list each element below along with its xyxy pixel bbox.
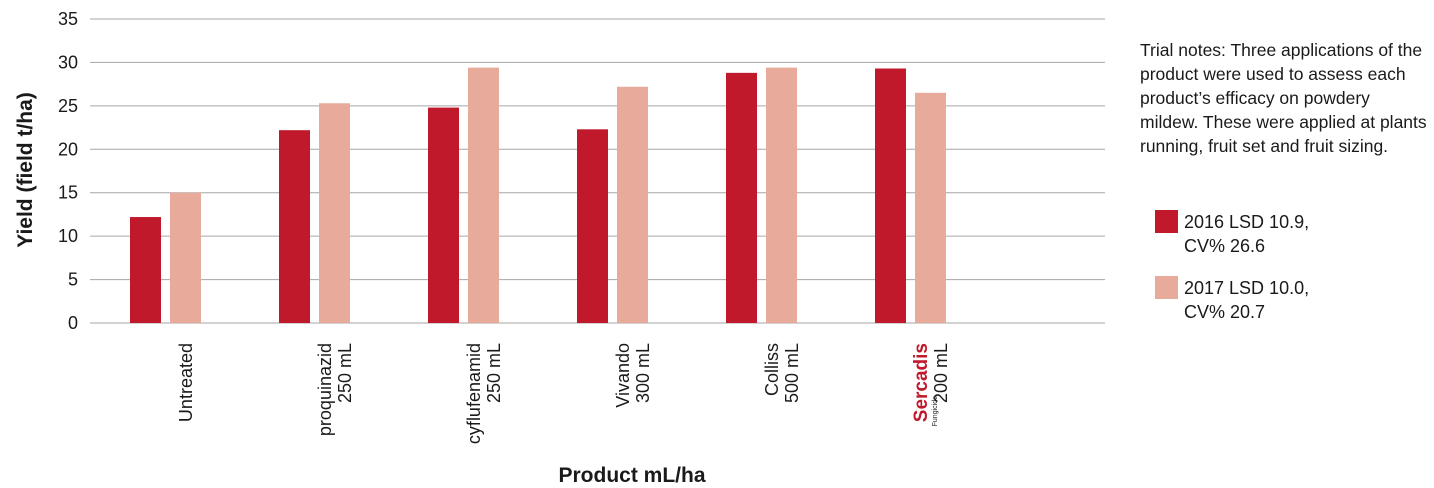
- x-axis-labels: Untreated proquinazid 250 mL cyflufenamid 25…: [176, 343, 951, 444]
- bars: [130, 67, 946, 324]
- y-tick-label: 35: [58, 9, 78, 29]
- x-axis-title: Product mL/ha: [558, 464, 705, 487]
- x-label-line1: proquinazid: [315, 343, 335, 436]
- legend-swatch-2017: [1155, 276, 1178, 299]
- bar-2016-1: [279, 130, 310, 323]
- bar-2016-5: [875, 68, 906, 323]
- legend-label-2017: 2017 LSD 10.0, CV% 20.7: [1184, 278, 1310, 322]
- bar-2016-2: [428, 107, 459, 323]
- x-label-line1: Colliss: [762, 343, 782, 396]
- legend-item-2016: 2016 LSD 10.9, CV% 26.6: [1155, 210, 1425, 258]
- y-tick-label: 20: [58, 139, 78, 159]
- bar-2017-5: [915, 92, 946, 323]
- x-label-brand: Sercadis: [911, 343, 932, 422]
- bar-2016-0: [130, 217, 161, 323]
- x-label-line2: 500 mL: [782, 343, 802, 403]
- x-label-line2: 200 mL: [931, 343, 951, 403]
- legend: 2016 LSD 10.9, CV% 26.6 2017 LSD 10.0, C…: [1155, 210, 1425, 342]
- y-axis-title: Yield (field t/ha): [14, 92, 37, 248]
- x-label-line2: 300 mL: [633, 343, 653, 403]
- x-label-line1: Vivando: [613, 343, 633, 408]
- bar-2017-3: [617, 86, 648, 324]
- x-label-line1: cyflufenamid: [464, 343, 484, 444]
- bar-2017-4: [766, 67, 797, 323]
- y-tick-label: 0: [68, 313, 78, 333]
- y-tick-label: 15: [58, 183, 78, 203]
- bar-2017-1: [319, 103, 350, 323]
- legend-swatch-2016: [1155, 210, 1178, 233]
- y-tick-label: 30: [58, 52, 78, 72]
- bar-2016-3: [577, 129, 608, 323]
- y-tick-label: 10: [58, 226, 78, 246]
- x-label-brand-sub: Fungicide: [932, 396, 939, 426]
- y-axis-ticks: 0 5 10 15 20 25 30 35: [58, 9, 78, 333]
- y-tick-label: 25: [58, 96, 78, 116]
- bar-2016-4: [726, 72, 757, 323]
- bar-2017-2: [468, 67, 499, 323]
- legend-item-2017: 2017 LSD 10.0, CV% 20.7: [1155, 276, 1425, 324]
- x-label-line1: Untreated: [176, 343, 196, 422]
- trial-notes: Trial notes: Three applications of the p…: [1140, 40, 1427, 156]
- bar-2017-0: [170, 192, 201, 323]
- x-label-line2: 250 mL: [484, 343, 504, 403]
- legend-label-2016: 2016 LSD 10.9, CV% 26.6: [1184, 212, 1310, 256]
- y-tick-label: 5: [68, 270, 78, 290]
- x-label-line2: 250 mL: [335, 343, 355, 403]
